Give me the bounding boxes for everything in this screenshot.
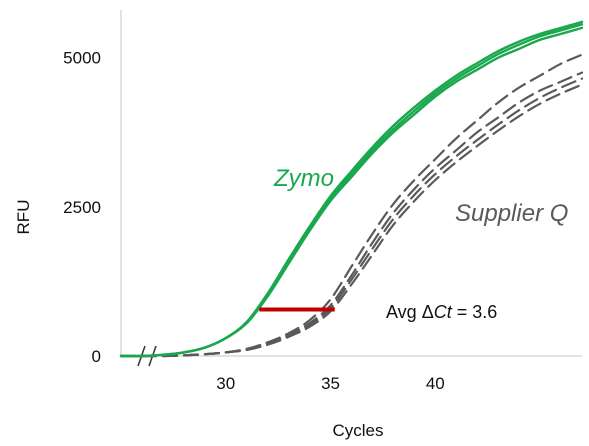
y-tick-label: 2500 — [63, 198, 101, 217]
delta-ct-annotation: Avg ΔCt = 3.6 — [386, 302, 497, 322]
axes — [120, 10, 582, 357]
series-layer — [119, 20, 584, 358]
zymo-replicate-line-3 — [119, 20, 584, 358]
delta-ct-prefix: Avg — [386, 302, 422, 322]
x-tick-label: 35 — [321, 374, 340, 393]
zymo-replicate-line-2 — [119, 23, 584, 358]
delta-symbol: Δ — [422, 302, 434, 322]
series-label-supplier-q: Supplier Q — [455, 200, 568, 227]
zymo-replicate-line-1 — [119, 26, 584, 358]
x-tick-label: 40 — [426, 374, 445, 393]
x-tick-labels: 30 35 40 — [216, 374, 444, 393]
y-tick-labels: 0 2500 5000 — [63, 49, 101, 366]
x-axis-title: Cycles — [332, 421, 383, 440]
y-tick-label: 5000 — [63, 49, 101, 68]
x-tick-label: 30 — [216, 374, 235, 393]
delta-ct-value: = 3.6 — [452, 302, 498, 322]
supplier-q-replicate-line-4 — [119, 83, 584, 358]
y-tick-label: 0 — [92, 347, 101, 366]
y-axis-title: RFU — [14, 200, 33, 235]
ct-symbol: Ct — [434, 302, 453, 322]
series-label-zymo: Zymo — [273, 165, 334, 192]
